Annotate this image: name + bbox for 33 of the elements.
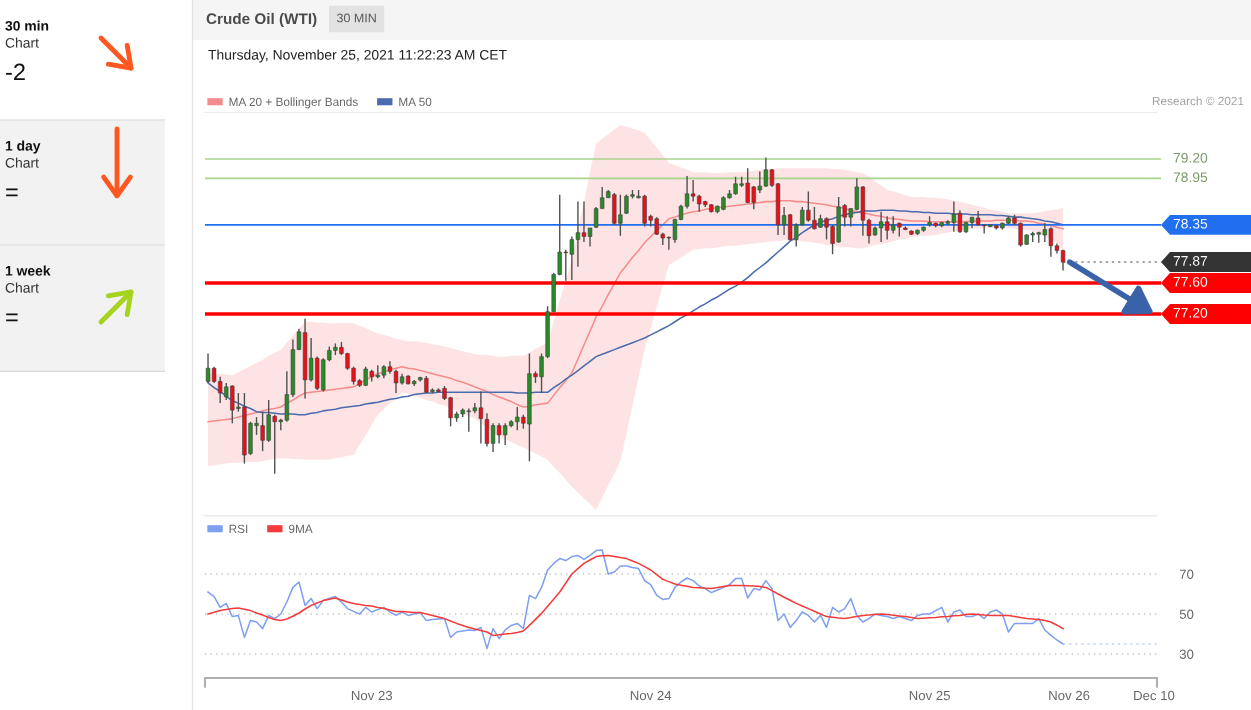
ref-line-label: 77.60: [1173, 276, 1208, 287]
ref-line-label: 77.87: [1173, 255, 1208, 266]
text: 1 day: [5, 140, 41, 154]
text: 30 min: [5, 20, 49, 31]
ref-line-label: 78.35: [1173, 218, 1208, 229]
text: 30 MIN: [336, 13, 376, 23]
y-tick-label: 70: [1179, 569, 1194, 579]
legend-label: MA 20 + Bollinger Bands: [229, 97, 358, 109]
x-tick-label: Dec 10: [1134, 690, 1175, 701]
ref-line-label: 79.20: [1173, 152, 1208, 163]
x-tick-label: Nov 25: [909, 690, 950, 701]
text: Chart: [5, 157, 39, 168]
ref-line-label: 77.20: [1173, 307, 1208, 318]
ref-line-label: 78.95: [1173, 172, 1208, 183]
x-tick-label: Nov 23: [351, 690, 393, 701]
text: Chart: [5, 282, 39, 293]
line-series: [207, 549, 1064, 650]
legend-label: MA 50: [399, 97, 432, 107]
text: 1 week: [5, 265, 51, 276]
x-tick-label: Nov 24: [630, 690, 672, 701]
legend-label: RSI: [229, 524, 248, 534]
text: =: [6, 313, 18, 322]
y-tick-label: 50: [1179, 609, 1194, 619]
x-tick-label: Nov 26: [1049, 690, 1090, 701]
legend-label: 9MA: [288, 524, 313, 534]
text: =: [6, 188, 18, 197]
y-tick-label: 30: [1179, 649, 1194, 659]
chart-title: Crude Oil (WTI): [206, 12, 317, 28]
text: -2: [6, 63, 25, 81]
text: Research © 2021: [1152, 96, 1244, 106]
text: Chart: [5, 37, 39, 48]
chart-subtitle: Thursday, November 25, 2021 11:22:23 AM CET: [208, 49, 507, 63]
line-series: [207, 554, 1064, 637]
